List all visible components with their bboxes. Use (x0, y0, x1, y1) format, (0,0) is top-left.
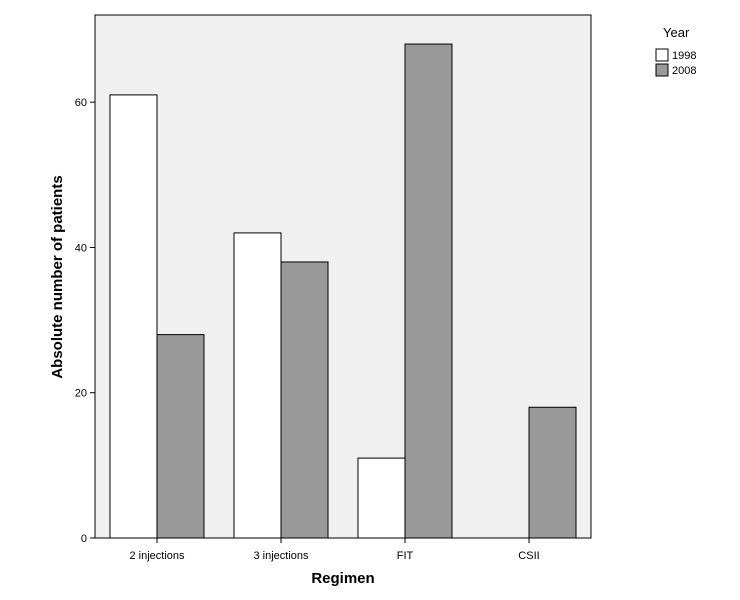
bar-2008-csii (528, 406, 577, 539)
bar-2008-3-injections (280, 261, 329, 539)
legend-swatch-2008 (655, 63, 669, 77)
x-axis-title: Regimen (311, 570, 374, 587)
legend-label-1998: 1998 (672, 50, 696, 62)
bar-2008-2-injections (156, 334, 205, 539)
y-axis: 0 20 40 60 (75, 97, 95, 545)
legend: Year 1998 2008 (655, 25, 696, 77)
legend-swatch-1998 (655, 48, 669, 62)
y-tick-label: 40 (75, 242, 87, 254)
legend-label-2008: 2008 (672, 65, 696, 77)
y-tick-label: 60 (75, 97, 87, 109)
x-tick-label: CSII (518, 550, 539, 562)
legend-title: Year (663, 25, 690, 40)
y-tick-label: 20 (75, 388, 87, 400)
x-axis: 2 injections 3 injections FIT CSII (129, 538, 540, 562)
x-tick-label: 3 injections (253, 550, 309, 562)
y-tick-label: 0 (81, 533, 87, 545)
bars-layer (109, 43, 577, 539)
x-tick-label: 2 injections (129, 550, 185, 562)
bar-1998-fit (357, 457, 406, 539)
y-axis-title: Absolute number of patients (49, 175, 66, 378)
bar-1998-3-injections (233, 232, 282, 539)
x-tick-label: FIT (397, 550, 414, 562)
bar-2008-fit (404, 43, 453, 539)
bar-1998-2-injections (109, 94, 158, 539)
